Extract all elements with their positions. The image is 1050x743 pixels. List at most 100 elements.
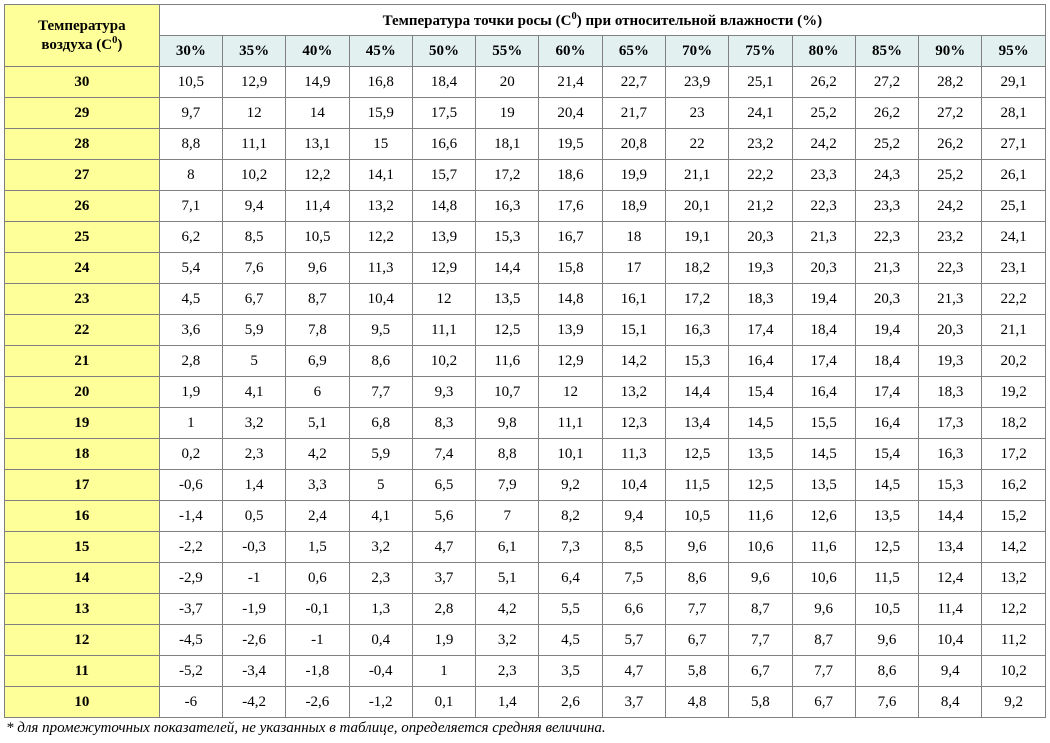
dewpoint-cell: 14,4: [476, 253, 539, 284]
dewpoint-cell: 10,6: [729, 532, 792, 563]
dewpoint-cell: 21,1: [982, 315, 1046, 346]
dewpoint-cell: 3,2: [476, 625, 539, 656]
dewpoint-cell: 14,4: [919, 501, 982, 532]
dewpoint-cell: 5,8: [665, 656, 728, 687]
dewpoint-cell: 24,1: [729, 98, 792, 129]
dewpoint-cell: 21,2: [729, 191, 792, 222]
dewpoint-cell: 1,4: [222, 470, 285, 501]
dewpoint-cell: 22,3: [792, 191, 855, 222]
dewpoint-cell: 19,3: [729, 253, 792, 284]
table-row: 212,856,98,610,211,612,914,215,316,417,4…: [5, 346, 1046, 377]
dewpoint-cell: 10,5: [286, 222, 349, 253]
dewpoint-cell: 9,7: [159, 98, 222, 129]
dewpoint-cell: 2,3: [476, 656, 539, 687]
dewpoint-cell: 11,6: [476, 346, 539, 377]
dewpoint-cell: 8,4: [919, 687, 982, 718]
dewpoint-cell: 23,3: [792, 160, 855, 191]
dewpoint-cell: 16,2: [982, 470, 1046, 501]
dewpoint-cell: -2,9: [159, 563, 222, 594]
dewpoint-cell: 3,7: [412, 563, 475, 594]
table-row: 180,22,34,25,97,48,810,111,312,513,514,5…: [5, 439, 1046, 470]
dewpoint-cell: 7,7: [729, 625, 792, 656]
dewpoint-cell: 4,5: [159, 284, 222, 315]
dewpoint-cell: 2,3: [349, 563, 412, 594]
table-row: 16-1,40,52,44,15,678,29,410,511,612,613,…: [5, 501, 1046, 532]
dewpoint-cell: 8,6: [855, 656, 918, 687]
humidity-header: 95%: [982, 36, 1046, 67]
top-title: Температура точки росы (С0) при относите…: [159, 5, 1045, 36]
air-temp-cell: 17: [5, 470, 160, 501]
dewpoint-cell: 12,2: [982, 594, 1046, 625]
dewpoint-cell: 14,8: [539, 284, 602, 315]
dewpoint-cell: 10,5: [855, 594, 918, 625]
dewpoint-cell: 14,9: [286, 67, 349, 98]
dewpoint-cell: 8,6: [665, 563, 728, 594]
dewpoint-cell: 17,6: [539, 191, 602, 222]
dewpoint-cell: -4,2: [222, 687, 285, 718]
dewpoint-cell: 18,3: [919, 377, 982, 408]
dewpoint-cell: 12,2: [349, 222, 412, 253]
dewpoint-cell: 12,3: [602, 408, 665, 439]
dewpoint-cell: 12,5: [729, 470, 792, 501]
dewpoint-cell: 24,1: [982, 222, 1046, 253]
dewpoint-cell: 15,5: [792, 408, 855, 439]
dewpoint-cell: 6,7: [729, 656, 792, 687]
dewpoint-cell: 17,4: [855, 377, 918, 408]
dewpoint-cell: 17,4: [729, 315, 792, 346]
dewpoint-cell: 7,7: [792, 656, 855, 687]
dewpoint-cell: 6,7: [222, 284, 285, 315]
dewpoint-cell: -2,6: [222, 625, 285, 656]
dewpoint-cell: 20,8: [602, 129, 665, 160]
dewpoint-cell: 1: [412, 656, 475, 687]
dewpoint-cell: 6,9: [286, 346, 349, 377]
dewpoint-cell: 20,3: [792, 253, 855, 284]
dewpoint-cell: -0,6: [159, 470, 222, 501]
air-temp-cell: 27: [5, 160, 160, 191]
dewpoint-cell: 13,5: [476, 284, 539, 315]
air-temp-cell: 19: [5, 408, 160, 439]
dewpoint-cell: 23,2: [919, 222, 982, 253]
air-temp-cell: 16: [5, 501, 160, 532]
dewpoint-cell: 21,3: [855, 253, 918, 284]
table-body: 3010,512,914,916,818,42021,422,723,925,1…: [5, 67, 1046, 718]
dewpoint-cell: 18,4: [412, 67, 475, 98]
dewpoint-cell: 14,5: [729, 408, 792, 439]
dewpoint-cell: 15: [349, 129, 412, 160]
dewpoint-cell: 3,5: [539, 656, 602, 687]
dewpoint-cell: 7,3: [539, 532, 602, 563]
dewpoint-cell: 9,5: [349, 315, 412, 346]
dewpoint-cell: 12,9: [412, 253, 475, 284]
dewpoint-cell: 11,4: [919, 594, 982, 625]
table-header: Температура воздуха (С0) Температура точ…: [5, 5, 1046, 67]
dewpoint-cell: 7,5: [602, 563, 665, 594]
dewpoint-cell: 14,5: [855, 470, 918, 501]
humidity-header: 50%: [412, 36, 475, 67]
dewpoint-cell: 10,4: [349, 284, 412, 315]
dewpoint-cell: 9,6: [792, 594, 855, 625]
dewpoint-cell: 10,2: [222, 160, 285, 191]
dewpoint-cell: 23,9: [665, 67, 728, 98]
dewpoint-cell: 19,2: [982, 377, 1046, 408]
dewpoint-cell: 7,6: [855, 687, 918, 718]
humidity-header: 65%: [602, 36, 665, 67]
dewpoint-cell: 15,9: [349, 98, 412, 129]
dewpoint-cell: -1,9: [222, 594, 285, 625]
air-temp-cell: 29: [5, 98, 160, 129]
dewpoint-cell: 7,6: [222, 253, 285, 284]
dewpoint-cell: 19,5: [539, 129, 602, 160]
dewpoint-cell: 0,5: [222, 501, 285, 532]
dewpoint-cell: 9,6: [729, 563, 792, 594]
dewpoint-cell: 8,8: [159, 129, 222, 160]
table-row: 267,19,411,413,214,816,317,618,920,121,2…: [5, 191, 1046, 222]
dewpoint-cell: 9,3: [412, 377, 475, 408]
dewpoint-cell: 5,4: [159, 253, 222, 284]
humidity-header-row: 30%35%40%45%50%55%60%65%70%75%80%85%90%9…: [5, 36, 1046, 67]
dewpoint-cell: 0,2: [159, 439, 222, 470]
dewpoint-cell: 4,2: [286, 439, 349, 470]
dewpoint-cell: 6,2: [159, 222, 222, 253]
dewpoint-cell: 13,2: [349, 191, 412, 222]
dewpoint-cell: 22,3: [919, 253, 982, 284]
dewpoint-cell: 16,3: [919, 439, 982, 470]
dewpoint-cell: 18: [602, 222, 665, 253]
dewpoint-cell: 17: [602, 253, 665, 284]
